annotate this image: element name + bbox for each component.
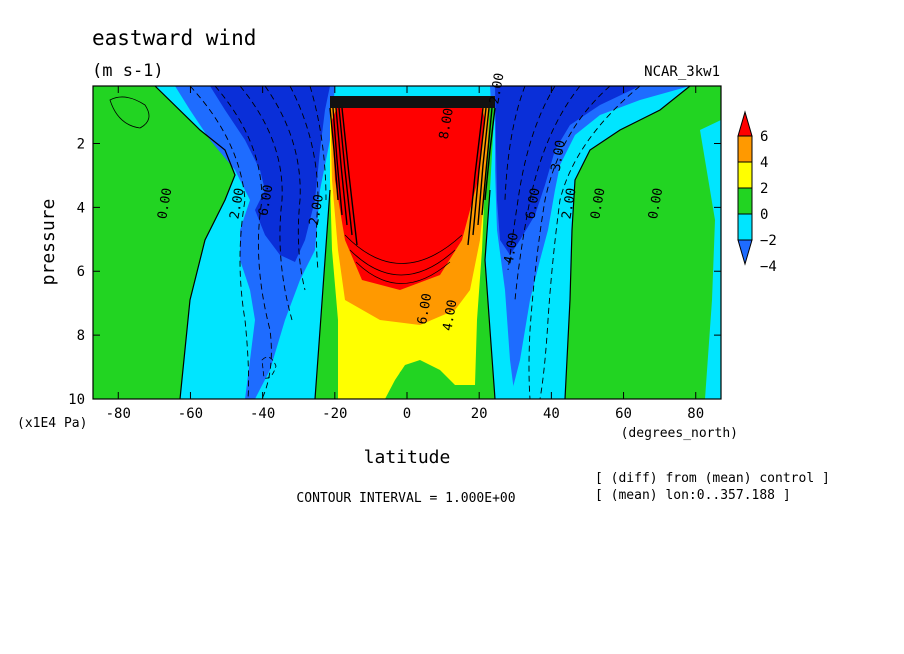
colorbar-segment [737, 161, 753, 189]
contour-interval-note: CONTOUR INTERVAL = 1.000E+00 [296, 491, 515, 506]
chart-units: (m s-1) [92, 61, 164, 81]
contour-label: 2.00 [307, 193, 327, 226]
contour-label: 2.00 [487, 72, 507, 105]
dense-contours-right [467, 107, 496, 246]
colorbar-label: −2 [760, 233, 777, 249]
x-tick-label: 40 [543, 406, 560, 422]
mean-note: [ (mean) lon:0..357.188 ] [595, 488, 791, 503]
contour-label: 8.00 [437, 107, 457, 140]
x-tick-label: -80 [106, 406, 131, 422]
y-tick-label: 8 [77, 328, 85, 344]
x-tick-label: 60 [615, 406, 632, 422]
contour-labels: 0.00 2.00 6.00 2.002.008.006.00 4.006.00 2.00… [155, 72, 666, 332]
zero-contours [154, 86, 691, 399]
colorbar-cap-bottom [737, 239, 753, 266]
contour-label: 6.00 [415, 292, 435, 325]
region-green-right [565, 86, 721, 399]
x-tick-label: 0 [403, 406, 411, 422]
dense-contour-band [330, 96, 495, 108]
x-tick-label: -40 [250, 406, 275, 422]
colorbar-label: −4 [760, 259, 777, 275]
dense-contours-left [329, 107, 358, 246]
x-units-label: (degrees_north) [621, 426, 738, 441]
diff-note: [ (diff) from (mean) control ] [595, 471, 830, 486]
x-tick-label: 80 [687, 406, 704, 422]
region-red-core [332, 100, 485, 290]
contour-lowleft-loop [261, 356, 277, 379]
plot-area [93, 86, 721, 399]
dashed-contours-right [504, 86, 641, 399]
contour-label: 0.00 [155, 187, 175, 220]
contour-label: 6.00 [523, 187, 543, 220]
y-units-label: (x1E4 Pa) [17, 416, 87, 431]
y-tick-label: 2 [77, 136, 85, 152]
red-core-contours [344, 234, 463, 284]
region-green-notch [395, 368, 422, 399]
contour-label: 2.00 [227, 187, 247, 220]
region-green-left [93, 86, 235, 399]
y-axis: 2 4 6 8 10 [68, 136, 721, 408]
contour-label: 2.00 [559, 187, 579, 220]
contour-topleft-loop [109, 96, 150, 129]
contour-label: 6.00 [256, 184, 276, 217]
x-tick-label: -20 [322, 406, 347, 422]
colorbar-segment [737, 213, 753, 241]
x-axis-label: latitude [364, 447, 451, 468]
y-tick-label: 10 [68, 392, 85, 408]
run-label: NCAR_3kw1 [644, 64, 720, 80]
region-cyan-right [700, 120, 721, 399]
contour-label: 4.00 [502, 232, 522, 265]
y-axis-label: pressure [38, 199, 59, 286]
x-tick-label: -60 [178, 406, 203, 422]
contour-label: 0.00 [588, 187, 608, 220]
y-tick-label: 4 [77, 200, 85, 216]
colorbar: 6 4 2 0 −2 −4 [737, 110, 777, 275]
x-tick-label: 20 [471, 406, 488, 422]
colorbar-label: 6 [760, 129, 768, 145]
colorbar-segment [737, 135, 753, 163]
colorbar-label: 4 [760, 155, 768, 171]
colorbar-segment [737, 187, 753, 215]
region-darkblue-left [210, 86, 330, 262]
contour-label: 0.00 [646, 187, 666, 220]
chart-title: eastward wind [92, 26, 256, 50]
contour-label: 3.00 [549, 139, 569, 172]
y-tick-label: 6 [77, 264, 85, 280]
contour-label: 4.00 [440, 299, 460, 332]
colorbar-label: 0 [760, 207, 768, 223]
colorbar-label: 2 [760, 181, 768, 197]
x-axis: -80 -60 -40 -20 0 20 40 60 80 [106, 86, 704, 422]
dashed-contours-left [189, 86, 327, 399]
colorbar-cap-top [737, 110, 753, 137]
region-darkblue-right [495, 86, 640, 255]
